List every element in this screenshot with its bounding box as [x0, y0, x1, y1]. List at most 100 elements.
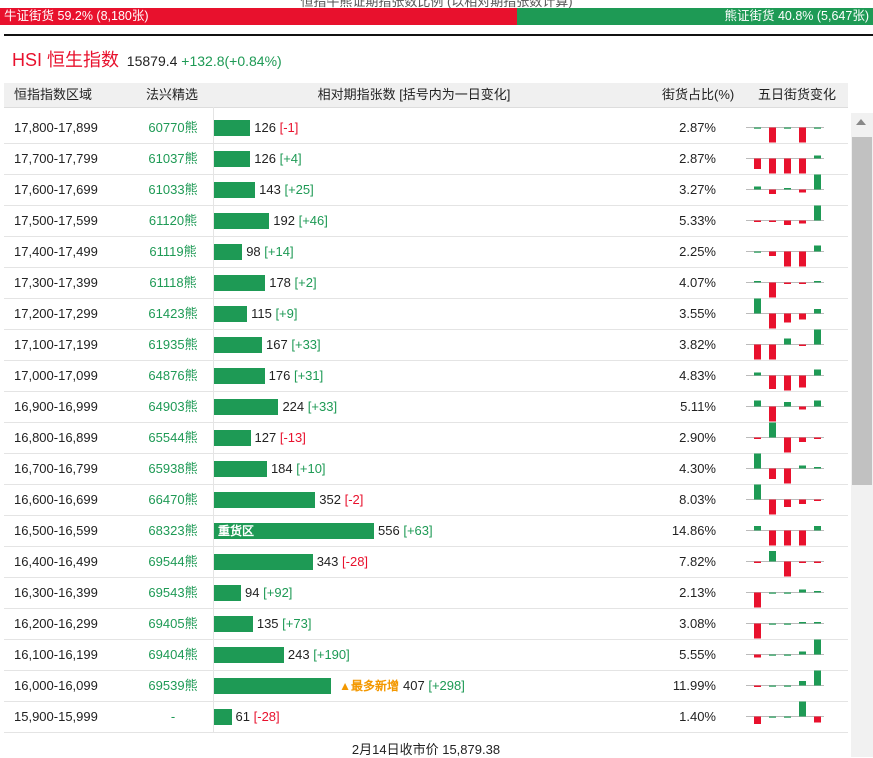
table-row: 15,900-15,999 - 61 [-28] 1.40%: [4, 701, 848, 733]
volume-change: [+190]: [313, 647, 350, 662]
five-day-bar: [769, 127, 776, 143]
five-day-bar: [784, 716, 791, 718]
five-day-bar: [799, 189, 806, 193]
volume-value: 143: [259, 182, 281, 197]
rule: [4, 34, 873, 36]
five-day-bar: [784, 158, 791, 174]
code: 69539熊: [148, 678, 198, 693]
five-day-chart: [746, 639, 824, 658]
five-day-bar: [784, 313, 791, 323]
volume-value: 115: [251, 306, 272, 321]
index-price: 15879.4: [126, 53, 178, 69]
volume-change: [-2]: [344, 492, 364, 507]
five-day-bar: [784, 282, 791, 284]
volume-change: [+31]: [293, 368, 324, 383]
volume-bar: [214, 492, 316, 508]
share: 4.07%: [679, 275, 716, 290]
volume-bar: [214, 213, 270, 229]
column-header: 恒指指数区域: [14, 87, 93, 102]
five-day-bar: [799, 313, 806, 320]
five-day-bar: [754, 281, 761, 283]
volume-label: 556 [+63]: [378, 515, 433, 546]
five-day-bar: [754, 453, 761, 469]
volume-bar: [214, 647, 284, 663]
five-day-bar: [784, 623, 791, 625]
volume-value: 192: [273, 213, 295, 228]
five-day-chart: [746, 369, 824, 391]
scroll-up[interactable]: [856, 119, 866, 125]
scroll-thumb[interactable]: [852, 137, 872, 485]
five-day-bar: [814, 205, 821, 221]
range: 16,500-16,599: [14, 523, 98, 538]
range: 16,300-16,399: [14, 585, 98, 600]
bull-text: 59.2% (8,180张): [57, 9, 149, 23]
column-header: 五日街货变化: [758, 87, 837, 102]
five-day-bar: [754, 127, 761, 129]
range: 17,800-17,899: [14, 120, 98, 135]
code: 66470熊: [148, 492, 198, 507]
volume-bar: [214, 616, 253, 632]
five-day-bar: [754, 437, 761, 439]
five-day-bar: [814, 174, 821, 190]
range: 16,700-16,799: [14, 461, 98, 476]
code: 65544熊: [148, 430, 198, 445]
volume-bar: [214, 337, 263, 353]
share: 5.11%: [680, 399, 716, 414]
five-day-bar: [769, 158, 776, 174]
share: 4.30%: [679, 461, 716, 476]
volume-bar: [214, 182, 256, 198]
volume-bar: [214, 151, 251, 167]
volume-bar: [214, 244, 243, 260]
five-day-bar: [814, 245, 821, 252]
share: 2.90%: [679, 430, 716, 445]
table-row: 17,200-17,299 61423熊 115 [+9] 3.55%: [4, 298, 848, 330]
table-row: 16,700-16,799 65938熊 184 [+10] 4.30%: [4, 453, 848, 485]
share: 11.99%: [672, 678, 716, 693]
five-day-bar: [814, 467, 821, 469]
five-day-bar: [814, 127, 821, 129]
column-divider: [213, 107, 214, 732]
five-day-bar: [799, 622, 806, 624]
volume-value: 126: [254, 120, 276, 135]
five-day-bar: [784, 499, 791, 507]
volume-change: [+10]: [296, 461, 326, 476]
range: 16,400-16,499: [14, 554, 98, 569]
five-day-bar: [799, 499, 806, 504]
five-day-chart: [746, 329, 824, 360]
volume-change: [+25]: [284, 182, 314, 197]
volume-value: 184: [270, 461, 293, 476]
five-day-bar: [754, 592, 761, 608]
five-day-bar: [784, 127, 791, 129]
range: 15,900-15,999: [14, 709, 98, 724]
five-day-bar: [799, 251, 806, 267]
five-day-chart: [746, 155, 824, 174]
five-day-bar: [799, 406, 806, 410]
five-day-bar: [799, 561, 806, 563]
five-day-bar: [784, 530, 791, 546]
volume-bar: [214, 585, 242, 601]
five-day-bar: [784, 338, 791, 345]
volume-value: 407: [403, 678, 425, 693]
five-day-chart: [746, 622, 824, 639]
table-row: 17,400-17,499 61119熊 98 [+14] 2.25%: [4, 236, 848, 268]
five-day-chart: [746, 701, 824, 724]
share: 2.13%: [679, 585, 716, 600]
five-day-bar: [784, 188, 791, 190]
volume-label: 224 [+33]: [282, 391, 337, 422]
five-day-bar: [754, 298, 761, 314]
volume-value: 224: [282, 399, 305, 414]
volume-label: 352 [-2]: [319, 484, 363, 515]
volume-value: 178: [269, 275, 291, 290]
five-day-bar: [799, 127, 806, 143]
five-day-bar: [754, 251, 761, 253]
ratio-bar: 牛证街货 59.2% (8,180张) 熊证街货 40.8% (5,647张): [0, 8, 873, 25]
volume-label: ▲最多新增 407 [+298]: [335, 670, 465, 701]
five-day-bar: [754, 344, 761, 360]
volume-label: 178 [+2]: [269, 267, 316, 298]
volume-change: [-1]: [279, 120, 299, 135]
five-day-bar: [769, 716, 776, 718]
table-row: 17,100-17,199 61935熊 167 [+33] 3.82%: [4, 329, 848, 361]
five-day-bar: [814, 499, 821, 501]
table-row: 16,900-16,999 64903熊 224 [+33] 5.11%: [4, 391, 848, 423]
